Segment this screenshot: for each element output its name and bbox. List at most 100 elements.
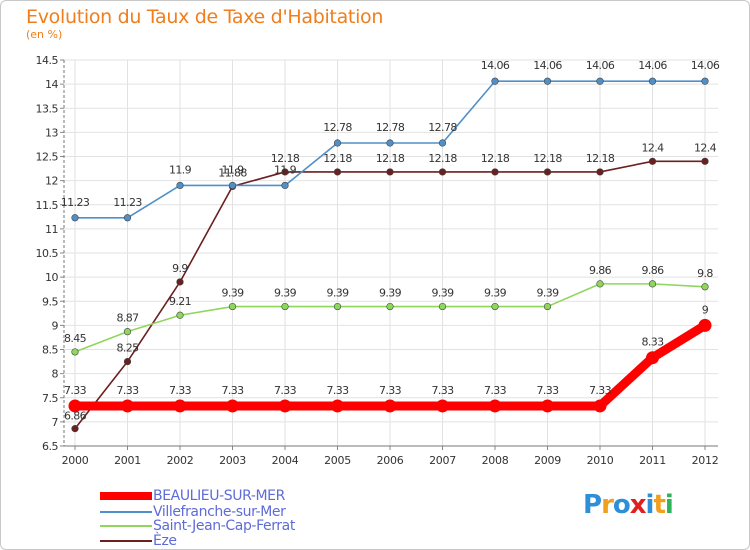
y-tick-label: 7 <box>52 416 59 429</box>
x-tick-label: 2003 <box>219 454 246 467</box>
data-label: 12.78 <box>428 121 457 134</box>
legend-swatch <box>100 492 152 500</box>
data-point <box>491 77 499 85</box>
legend-label: Saint-Jean-Cap-Ferrat <box>153 518 295 534</box>
x-tick-label: 2007 <box>429 454 456 467</box>
data-point <box>176 181 184 190</box>
data-point <box>383 399 397 413</box>
data-point <box>333 139 342 147</box>
data-point <box>648 77 657 85</box>
proxiti-logo: Proxiti <box>583 490 674 520</box>
y-tick-label: 12.5 <box>36 151 59 164</box>
x-tick-label: 2000 <box>62 454 89 467</box>
data-label: 14.06 <box>638 59 667 72</box>
data-label: 12.18 <box>533 152 562 165</box>
legend-swatch <box>100 540 152 542</box>
data-label: 12.18 <box>586 152 615 165</box>
data-label: 8.87 <box>116 312 139 325</box>
data-point <box>491 302 499 311</box>
data-label: 7.33 <box>116 384 139 397</box>
data-point <box>278 399 292 413</box>
y-tick-label: 11.5 <box>36 199 59 212</box>
data-label: 12.18 <box>376 152 405 165</box>
data-label: 9.8 <box>697 267 713 280</box>
data-label: 9.21 <box>169 295 191 308</box>
y-tick-label: 14 <box>45 78 58 91</box>
data-label: 9 <box>702 303 709 316</box>
legend-swatch <box>100 525 152 527</box>
data-label: 11.9 <box>221 163 244 176</box>
legend-label: Èze <box>153 533 177 549</box>
y-tick-label: 8 <box>52 368 59 381</box>
data-point <box>281 168 289 176</box>
data-point <box>331 399 344 413</box>
data-label: 8.33 <box>641 336 664 349</box>
data-point <box>488 399 502 413</box>
logo-letter: o <box>612 490 631 520</box>
data-label: 9.39 <box>484 287 507 300</box>
legend-swatch <box>100 511 152 513</box>
y-tick-label: 12 <box>45 175 58 188</box>
data-label: 12.78 <box>323 121 352 134</box>
y-tick-label: 9.5 <box>42 295 58 308</box>
legend-item-villefranche[interactable]: Villefranche-sur-Mer <box>100 504 286 520</box>
y-tick-label: 7.5 <box>42 392 58 405</box>
y-tick-label: 9 <box>52 319 59 332</box>
x-tick-label: 2010 <box>587 454 614 467</box>
data-point <box>226 399 239 413</box>
legend-item-eze[interactable]: Èze <box>100 533 177 549</box>
data-point <box>438 168 447 176</box>
data-point <box>68 399 82 413</box>
data-point <box>543 77 552 85</box>
data-label: 11.23 <box>61 196 90 209</box>
data-point <box>123 357 132 366</box>
data-label: 9.9 <box>172 262 188 275</box>
x-tick-label: 2004 <box>272 454 299 467</box>
data-point <box>71 348 79 356</box>
x-tick-label: 2001 <box>114 454 141 467</box>
data-label: 8.25 <box>116 342 139 355</box>
data-label: 9.39 <box>274 287 297 300</box>
data-label: 12.18 <box>481 152 510 165</box>
data-label: 7.33 <box>431 384 454 397</box>
y-tick-label: 11 <box>45 223 58 236</box>
data-label: 12.4 <box>641 141 664 154</box>
data-label: 14.06 <box>586 59 615 72</box>
y-tick-label: 14.5 <box>36 54 59 67</box>
data-label: 7.33 <box>536 384 559 397</box>
data-point <box>701 157 709 165</box>
data-point <box>228 181 237 190</box>
data-label: 8.45 <box>64 332 87 345</box>
y-tick-label: 13 <box>45 126 58 139</box>
data-label: 14.06 <box>691 59 720 72</box>
logo-letter: i <box>645 490 655 520</box>
data-label: 9.86 <box>641 264 664 277</box>
logo-letter: x <box>629 490 647 520</box>
data-point <box>333 302 342 311</box>
data-point <box>701 283 709 291</box>
data-point <box>386 139 394 147</box>
data-label: 9.86 <box>589 264 612 277</box>
legend-item-saint-jean[interactable]: Saint-Jean-Cap-Ferrat <box>100 518 295 534</box>
data-point <box>386 302 394 311</box>
data-label: 9.39 <box>221 287 244 300</box>
data-point <box>646 351 659 365</box>
data-label: 7.33 <box>589 384 612 397</box>
data-label: 9.39 <box>431 287 454 300</box>
legend-item-beaulieu[interactable]: BEAULIEU-SUR-MER <box>100 488 285 504</box>
data-point <box>438 139 447 147</box>
x-tick-label: 2008 <box>482 454 509 467</box>
data-label: 7.33 <box>274 384 297 397</box>
x-tick-label: 2011 <box>639 454 666 467</box>
data-point <box>593 399 607 413</box>
data-label: 6.86 <box>64 410 87 423</box>
logo-letter: r <box>601 490 614 520</box>
logo-letter: P <box>583 490 602 520</box>
x-tick-label: 2002 <box>167 454 194 467</box>
x-tick-label: 2006 <box>377 454 404 467</box>
data-point <box>648 280 657 288</box>
y-tick-label: 6.5 <box>42 440 58 453</box>
data-label: 14.06 <box>533 59 562 72</box>
logo-letter: t <box>653 490 665 520</box>
data-point <box>333 168 342 176</box>
